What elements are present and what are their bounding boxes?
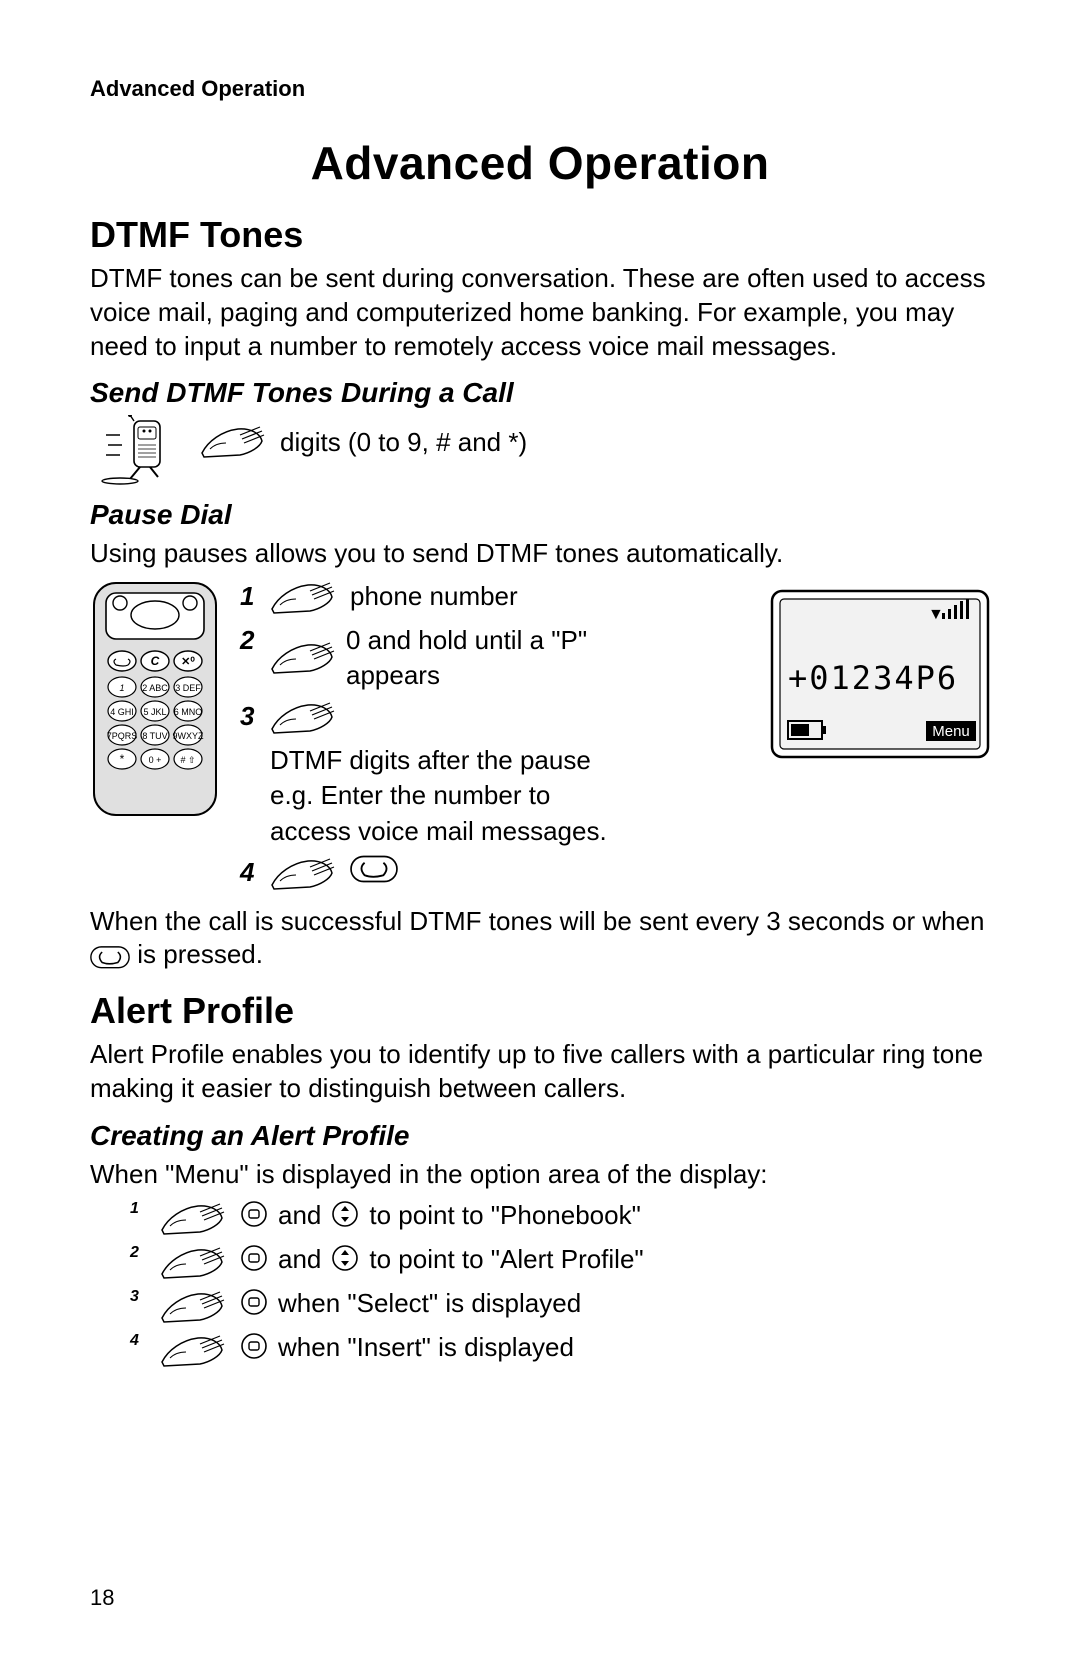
alert-step-1: 1 and to point to "Phonebook" (130, 1200, 990, 1238)
svg-text:0 +: 0 + (149, 755, 162, 765)
alert-step-3: 3 when "Select" is displayed (130, 1288, 990, 1326)
running-phone-icon (100, 415, 180, 485)
pause-step-2: 2 0 and hold until a "P" appears (240, 623, 750, 693)
hand-press-icon (200, 423, 270, 461)
screen-number: +01234P6 (788, 659, 958, 697)
svg-text:✕⁰: ✕⁰ (181, 656, 195, 668)
step-number: 3 (130, 1288, 150, 1306)
step-number: 2 (130, 1244, 150, 1262)
step-text: when "Select" is displayed (278, 1288, 581, 1319)
nav-key-icon (331, 1200, 359, 1228)
pause-step-1: 1 phone number (240, 579, 750, 617)
step-number: 4 (240, 855, 260, 890)
pause-dial-heading: Pause Dial (90, 499, 990, 531)
hand-press-icon (160, 1288, 230, 1326)
hand-press-icon (270, 855, 340, 893)
page-number: 18 (90, 1585, 114, 1611)
step-text: to point to "Alert Profile" (369, 1244, 643, 1275)
alert-intro: Alert Profile enables you to identify up… (90, 1038, 990, 1106)
page-title: Advanced Operation (90, 136, 990, 190)
svg-text:3 DEF: 3 DEF (175, 683, 201, 693)
step-text: to point to "Phonebook" (369, 1200, 640, 1231)
step-number: 1 (240, 579, 260, 614)
svg-text:4 GHI: 4 GHI (110, 707, 134, 717)
section-alert-heading: Alert Profile (90, 990, 990, 1032)
alert-step-2: 2 and to point to "Alert Profile" (130, 1244, 990, 1282)
svg-text:6 MNO: 6 MNO (174, 707, 203, 717)
svg-text:# ⇧: # ⇧ (180, 755, 195, 765)
pause-dial-row: C ✕⁰ 1 2 ABC 3 DEF 4 GHI 5 JKL 6 MNO 7PQ… (90, 579, 990, 898)
step-number: 4 (130, 1332, 150, 1350)
dtmf-after-note: When the call is successful DTMF tones w… (90, 905, 990, 973)
svg-text:7PQRS: 7PQRS (107, 731, 138, 741)
svg-text:1: 1 (119, 683, 124, 693)
svg-text:8 TUV: 8 TUV (142, 731, 167, 741)
svg-text:2 ABC: 2 ABC (142, 683, 168, 693)
send-dtmf-row: digits (0 to 9, # and *) (100, 415, 990, 485)
step-text: and (278, 1244, 321, 1275)
step-text: phone number (350, 579, 518, 614)
call-button-icon (90, 944, 130, 970)
after-note-b: is pressed. (137, 939, 263, 969)
section-dtmf-heading: DTMF Tones (90, 214, 990, 256)
svg-text:Menu: Menu (932, 723, 970, 740)
step-text: and (278, 1200, 321, 1231)
hand-press-icon (160, 1244, 230, 1282)
pause-dial-intro: Using pauses allows you to send DTMF ton… (90, 537, 990, 571)
svg-text:*: * (120, 752, 125, 766)
hand-press-icon (270, 579, 340, 617)
softkey-icon (240, 1288, 268, 1316)
svg-text:C: C (151, 654, 160, 668)
svg-text:▼: ▼ (928, 606, 944, 623)
softkey-icon (240, 1200, 268, 1228)
hand-press-icon (160, 1332, 230, 1370)
softkey-icon (240, 1244, 268, 1272)
nav-key-icon (331, 1244, 359, 1272)
manual-page: Advanced Operation Advanced Operation DT… (0, 0, 1080, 1667)
phone-keypad-icon: C ✕⁰ 1 2 ABC 3 DEF 4 GHI 5 JKL 6 MNO 7PQ… (90, 579, 220, 819)
step-number: 1 (130, 1200, 150, 1218)
step-text: when "Insert" is displayed (278, 1332, 574, 1363)
send-dtmf-heading: Send DTMF Tones During a Call (90, 377, 990, 409)
step-text: DTMF digits after the pause e.g. Enter t… (270, 743, 630, 848)
pause-steps: 1 phone number 2 0 and hold until a "P" … (240, 579, 750, 898)
svg-text:5 JKL: 5 JKL (143, 707, 166, 717)
hand-press-icon (270, 699, 340, 737)
create-alert-heading: Creating an Alert Profile (90, 1120, 990, 1152)
step-number: 3 (240, 699, 260, 734)
hand-press-icon (270, 639, 340, 677)
phone-screen-icon: ▼ +01234P6 Menu (770, 589, 990, 759)
alert-step-4: 4 when "Insert" is displayed (130, 1332, 990, 1370)
running-header: Advanced Operation (90, 76, 990, 102)
send-dtmf-text: digits (0 to 9, # and *) (280, 427, 527, 458)
after-note-a: When the call is successful DTMF tones w… (90, 906, 985, 936)
create-alert-intro: When "Menu" is displayed in the option a… (90, 1158, 990, 1192)
alert-steps: 1 and to point to "Phonebook" 2 and to p… (130, 1200, 990, 1370)
svg-text:9WXYZ: 9WXYZ (172, 731, 204, 741)
hand-press-icon (160, 1200, 230, 1238)
dtmf-intro: DTMF tones can be sent during conversati… (90, 262, 990, 363)
step-text: 0 and hold until a "P" appears (346, 623, 646, 693)
pause-step-3: 3 DTMF digits after the pause e.g. Enter… (240, 699, 750, 848)
softkey-icon (240, 1332, 268, 1360)
pause-step-4: 4 (240, 855, 750, 893)
call-button-icon (350, 855, 398, 883)
step-number: 2 (240, 623, 260, 658)
